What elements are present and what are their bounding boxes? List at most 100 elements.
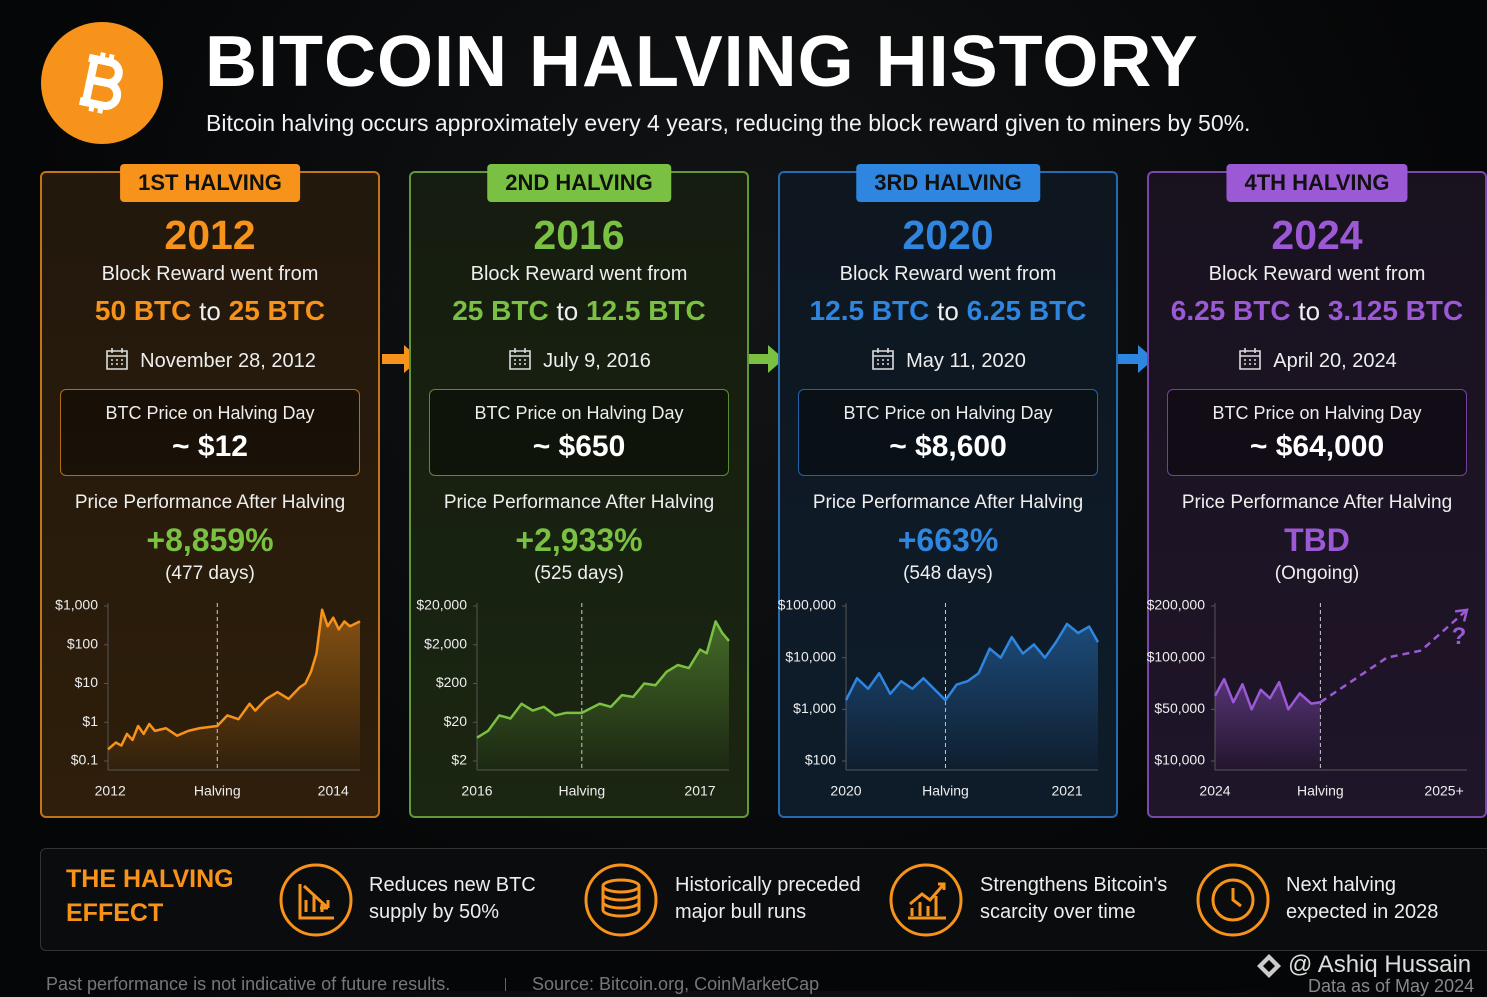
effect-item-line: Next halving xyxy=(1286,874,1397,896)
x-tick-label: 2017 xyxy=(684,783,715,799)
x-tick-label: 2021 xyxy=(1051,783,1082,799)
x-tick-label: 2020 xyxy=(830,783,861,799)
price: ~ $64,000 xyxy=(1249,430,1385,463)
price-label: BTC Price on Halving Day xyxy=(843,403,1053,423)
calendar-icon xyxy=(872,348,894,370)
price-box xyxy=(798,389,1098,476)
effect-item-line: supply by 50% xyxy=(369,901,500,923)
date: April 20, 2024 xyxy=(1273,350,1397,372)
performance: +2,933% xyxy=(515,522,643,558)
year: 2012 xyxy=(164,212,256,258)
date-row: July 9, 2016 xyxy=(411,347,747,375)
halving-card: 1ST HALVING 2012 Block Reward went from 50 … xyxy=(40,164,380,818)
date-row: November 28, 2012 xyxy=(42,347,378,375)
y-tick-label: $1,000 xyxy=(793,700,836,716)
duration: (Ongoing) xyxy=(1274,563,1360,584)
price-chart: $2 $20 $200 $2,000 $20,000 2016 Halving 2017 xyxy=(416,597,730,799)
y-tick-label: $10 xyxy=(75,674,99,690)
projection-arrowhead xyxy=(1454,608,1469,622)
y-tick-label: $20,000 xyxy=(416,597,467,613)
separator xyxy=(505,978,506,991)
disclaimer: Past performance is not indicative of fu… xyxy=(46,974,451,994)
price-chart: $0.1 $1 $10 $100 $1,000 2012 Halving 2014 xyxy=(55,597,361,799)
effect-item-line: expected in 2028 xyxy=(1286,901,1439,923)
year: 2020 xyxy=(902,212,994,258)
y-tick-label: $200,000 xyxy=(1147,597,1205,613)
projection-annotation: ? xyxy=(1452,623,1467,650)
reward-joiner: to xyxy=(1298,296,1321,326)
reward-joiner: to xyxy=(937,296,959,326)
reward-to: 25 BTC xyxy=(228,295,326,326)
y-tick-label: $1,000 xyxy=(55,597,98,613)
page-subtitle: Bitcoin halving occurs approximately eve… xyxy=(206,110,1251,136)
calendar-icon xyxy=(106,348,128,370)
calendar-icon xyxy=(509,348,531,370)
performance: +663% xyxy=(897,522,999,558)
effect-item-line: Strengthens Bitcoin's xyxy=(980,874,1168,896)
author: @ Ashiq Hussain xyxy=(1288,951,1472,978)
bitcoin-logo xyxy=(41,22,163,144)
effect-item-line: Historically preceded xyxy=(675,874,861,896)
effect-item: Historically preceded major bull runs xyxy=(675,872,861,926)
reward-to: 3.125 BTC xyxy=(1327,295,1464,326)
calendar-shape xyxy=(1239,348,1262,370)
badge: 3RD HALVING xyxy=(856,164,1040,202)
performance-label: Price Performance After Halving xyxy=(812,492,1084,513)
x-tick-label: 2024 xyxy=(1199,783,1230,799)
price: ~ $650 xyxy=(532,430,626,463)
effect-item: Next halving expected in 2028 xyxy=(1286,872,1438,926)
price-box xyxy=(60,389,360,476)
effect-item-line: Reduces new BTC xyxy=(369,874,536,896)
halving-card: 4TH HALVING 2024 Block Reward went from 6.2… xyxy=(1147,164,1487,818)
x-tick-label: Halving xyxy=(1297,783,1344,799)
y-tick-label: $1 xyxy=(82,713,98,729)
effect-item: Strengthens Bitcoin's scarcity over time xyxy=(980,872,1167,926)
source: Source: Bitcoin.org, CoinMarketCap xyxy=(532,974,820,994)
effect-icons xyxy=(279,863,1270,937)
price-label: BTC Price on Halving Day xyxy=(105,403,315,423)
duration: (548 days) xyxy=(903,563,993,584)
calendar-icon xyxy=(1239,348,1262,370)
performance-label: Price Performance After Halving xyxy=(74,492,346,513)
calendar-shape xyxy=(872,348,894,370)
x-tick-label: Halving xyxy=(558,783,605,799)
duration: (477 days) xyxy=(165,563,255,584)
reward-joiner: to xyxy=(199,296,221,326)
reward-label: Block Reward went from xyxy=(101,263,319,285)
reward-from: 6.25 BTC xyxy=(1170,295,1291,326)
reward-label: Block Reward went from xyxy=(470,263,688,285)
duration: (525 days) xyxy=(534,563,624,584)
y-tick-label: $100,000 xyxy=(778,597,836,613)
x-tick-label: 2012 xyxy=(95,783,126,799)
reward-to: 12.5 BTC xyxy=(585,295,706,326)
reward-joiner: to xyxy=(556,296,579,326)
x-tick-label: Halving xyxy=(194,783,241,799)
y-tick-label: $10,000 xyxy=(1154,752,1205,768)
performance: TBD xyxy=(1284,522,1350,558)
area-shade xyxy=(846,623,1098,770)
calendar-shape xyxy=(106,348,128,370)
price-line xyxy=(844,622,1100,702)
y-tick-label: $100 xyxy=(67,635,98,651)
price-box xyxy=(429,389,729,476)
reward: 12.5 BTC to 6.25 BTC xyxy=(780,294,1116,328)
price: ~ $12 xyxy=(172,430,248,463)
price-chart: $10,000 $50,000 $100,000 $200,000 2024 Halvin… xyxy=(1147,597,1469,799)
performance: +8,859% xyxy=(146,522,274,558)
area-shade xyxy=(477,621,729,770)
y-tick-label: $50,000 xyxy=(1154,700,1205,716)
page-title: BITCOIN HALVING HISTORY xyxy=(205,22,1199,102)
area-shade xyxy=(108,609,360,770)
reward-label: Block Reward went from xyxy=(1208,263,1426,285)
badge: 2ND HALVING xyxy=(487,164,671,202)
date-row: May 11, 2020 xyxy=(780,347,1116,375)
reward-from: 25 BTC xyxy=(452,295,549,326)
x-tick-label: 2025+ xyxy=(1424,783,1463,799)
price-line xyxy=(107,608,361,751)
calendar-shape xyxy=(509,348,531,370)
effect-item-line: scarcity over time xyxy=(980,901,1136,923)
effect-title: THE HALVING EFFECT xyxy=(66,865,234,927)
y-tick-label: $200 xyxy=(436,674,467,690)
y-tick-label: $10,000 xyxy=(785,648,836,664)
